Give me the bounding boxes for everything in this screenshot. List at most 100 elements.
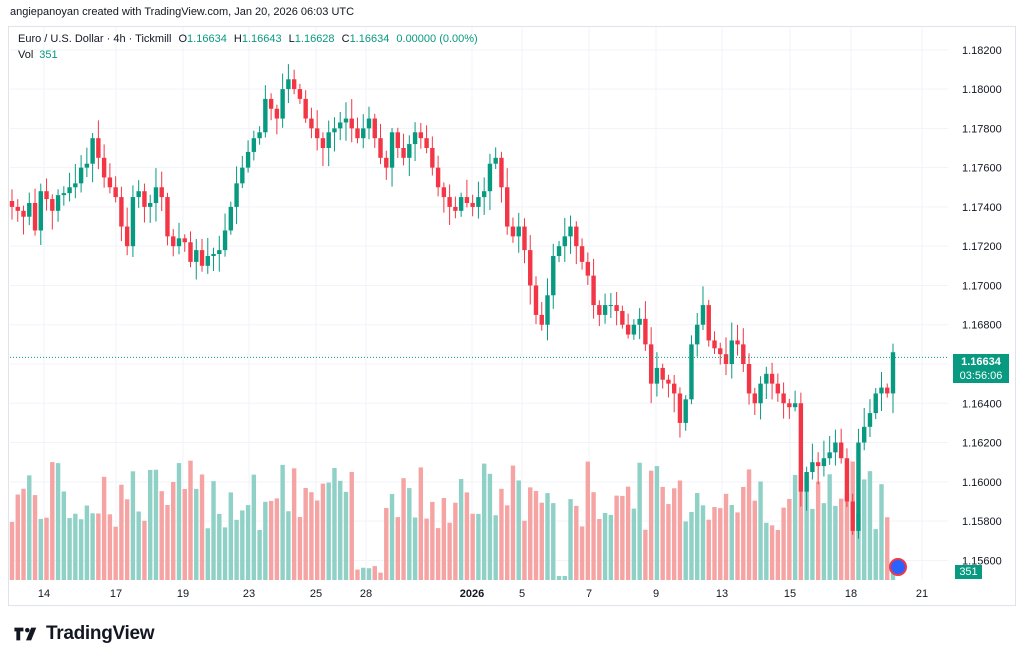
- volume-bar: [447, 522, 452, 580]
- candle-body: [648, 344, 654, 384]
- volume-bar: [424, 518, 429, 580]
- candle-body: [50, 199, 55, 211]
- volume-bar: [50, 462, 55, 580]
- volume-bar: [574, 505, 579, 580]
- candle-body: [349, 118, 354, 129]
- volume-bar: [384, 507, 389, 580]
- candle-body: [798, 403, 804, 492]
- candles: [9, 64, 896, 539]
- candle-body: [222, 230, 228, 251]
- candle-body: [38, 191, 43, 231]
- volume-bars: [9, 460, 896, 580]
- volume-bar: [862, 479, 867, 580]
- volume-bar: [205, 528, 210, 580]
- grid-lines: [10, 27, 948, 580]
- volume-bar: [545, 493, 550, 580]
- price-tick-label: 1.16000: [962, 477, 1002, 489]
- candle-body: [568, 226, 573, 237]
- volume-label: Vol: [18, 49, 34, 61]
- volume-bar: [781, 507, 786, 580]
- time-tick-label: 28: [360, 588, 372, 600]
- volume-bar: [522, 520, 527, 580]
- candle-body: [268, 98, 274, 109]
- volume-bar: [614, 495, 619, 580]
- candle-body: [695, 324, 700, 345]
- volume-bar: [165, 504, 170, 580]
- volume-bar: [735, 512, 740, 580]
- candle-body: [470, 202, 475, 207]
- candle-body: [447, 197, 452, 207]
- candle-body: [718, 348, 723, 355]
- volume-bar: [55, 463, 61, 580]
- candle-body: [723, 354, 729, 364]
- volume-bar: [182, 488, 187, 580]
- volume-bar: [67, 518, 72, 580]
- volume-bar: [73, 513, 78, 580]
- candle-body: [303, 98, 308, 119]
- candle-body: [217, 250, 222, 255]
- candle-body: [44, 191, 49, 200]
- volume-bar: [142, 520, 147, 580]
- candle-body: [539, 314, 544, 325]
- volume-bar: [723, 493, 729, 580]
- time-tick-label: 7: [586, 588, 592, 600]
- volume-bar: [493, 515, 498, 580]
- volume-bar: [700, 505, 706, 580]
- price-tick-label: 1.17200: [962, 241, 1002, 253]
- volume-bar: [741, 486, 746, 580]
- volume-bar: [671, 488, 677, 580]
- price-tick-label: 1.16800: [962, 320, 1002, 332]
- volume-bar: [867, 471, 873, 580]
- volume-bar: [458, 479, 464, 580]
- time-tick-label: 17: [110, 588, 122, 600]
- candle-body: [585, 261, 591, 276]
- time-tick-label: 25: [310, 588, 322, 600]
- candle-body: [764, 373, 769, 384]
- candle-body: [412, 132, 418, 145]
- high-value: 1.16643: [241, 33, 282, 45]
- volume-bar: [602, 513, 608, 580]
- volume-bar: [827, 474, 832, 580]
- candle-body: [418, 132, 424, 139]
- volume-bar: [879, 484, 884, 580]
- volume-bar: [585, 461, 591, 580]
- volume-bar: [752, 500, 758, 580]
- volume-bar: [90, 513, 95, 580]
- replay-icon[interactable]: [889, 558, 907, 576]
- volume-bar: [297, 516, 303, 580]
- candle-body: [862, 426, 867, 443]
- volume-bar: [194, 488, 199, 580]
- candle-body: [338, 122, 343, 129]
- candle-body: [67, 187, 72, 194]
- candle-body: [453, 206, 458, 211]
- volume-bar: [44, 517, 49, 580]
- candle-body: [361, 128, 366, 139]
- candle-body: [257, 132, 262, 139]
- candle-body: [32, 202, 38, 231]
- volume-bar: [240, 510, 245, 580]
- candle-body: [608, 305, 614, 307]
- candle-body: [251, 138, 257, 152]
- candle-body: [291, 79, 297, 90]
- countdown-text: 03:56:06: [959, 370, 1003, 382]
- candle-body: [263, 98, 268, 133]
- volume-bar: [355, 569, 360, 580]
- volume-bar: [579, 526, 585, 580]
- candle-body: [821, 458, 827, 467]
- candle-body: [706, 305, 711, 341]
- candle-body: [9, 201, 15, 207]
- volume-bar: [217, 513, 222, 580]
- candle-body: [182, 238, 187, 243]
- candle-body: [171, 236, 176, 247]
- last-price-badge: 1.16634 03:56:06: [953, 354, 1009, 383]
- candle-body: [712, 340, 717, 349]
- open-label: O: [178, 33, 188, 45]
- candle-body: [528, 250, 533, 286]
- volume-bar: [222, 527, 228, 580]
- time-tick-label: 9: [653, 588, 659, 600]
- tradingview-logo[interactable]: TradingView: [12, 623, 155, 645]
- volume-bar: [130, 471, 136, 580]
- volume-bar: [395, 517, 400, 580]
- candle-body: [792, 403, 798, 408]
